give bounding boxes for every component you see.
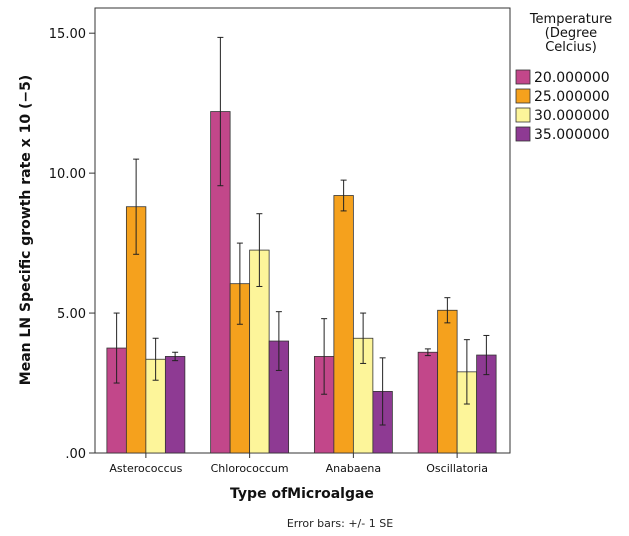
legend-swatch	[515, 88, 531, 104]
legend-title-line: (Degree	[545, 26, 597, 41]
legend-label: 30.000000	[534, 108, 610, 124]
y-axis-title: Mean LN Specific growth rate x 10 (−5)	[18, 75, 34, 385]
legend-title-line: Celcius)	[545, 40, 597, 55]
x-axis-title: Type ofMicroalgae	[230, 486, 374, 502]
x-axis: Asterococcus Chlorococcum Anabaena Oscillat…	[109, 453, 488, 475]
legend-swatch	[515, 107, 531, 123]
legend-swatch	[515, 69, 531, 85]
error-bars-note: Error bars: +/- 1 SE	[287, 517, 393, 530]
legend-label: 20.000000	[534, 70, 610, 86]
legend-label: 35.000000	[534, 127, 610, 143]
bar	[417, 351, 439, 454]
x-tick-label: Anabaena	[326, 462, 381, 475]
x-tick-label: Oscillatoria	[426, 462, 488, 475]
y-axis: .00 5.00 10.00 15.00	[49, 27, 95, 462]
legend-label: 25.000000	[534, 89, 610, 105]
y-tick-label: 5.00	[57, 307, 86, 322]
x-tick-label: Chlorococcum	[211, 462, 289, 475]
x-tick-label: Asterococcus	[109, 462, 182, 475]
bar	[333, 195, 354, 454]
legend-title-line: Temperature	[529, 12, 612, 27]
legend-swatch	[515, 126, 531, 142]
bar	[164, 356, 186, 454]
y-tick-label: .00	[65, 447, 86, 462]
bar	[437, 309, 458, 454]
bars-group	[106, 36, 497, 454]
y-tick-label: 10.00	[49, 167, 86, 182]
y-tick-label: 15.00	[49, 27, 86, 42]
